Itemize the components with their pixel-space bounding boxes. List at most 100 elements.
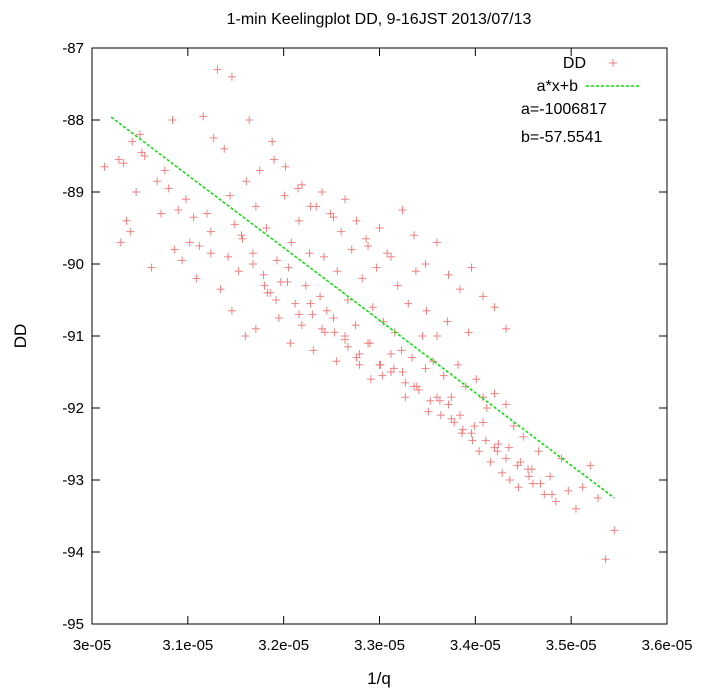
data-point [170,245,179,254]
data-point [295,310,303,319]
data-point [329,314,338,322]
data-point [383,249,392,258]
data-point [242,177,251,186]
data-point [128,137,137,146]
data-point [301,281,310,290]
data-point [237,231,246,240]
data-point [467,263,476,272]
data-point [319,252,328,261]
data-point [135,130,144,139]
data-point [397,346,406,355]
data-point [318,324,326,333]
data-point [482,404,491,412]
data-point [355,360,364,369]
y-tick-label: -95 [62,616,84,633]
annotation-b: b=-57.5541 [521,129,603,146]
x-tick-label: 3.2e-05 [258,637,309,654]
y-tick-label: -91 [62,328,84,345]
data-point [306,202,315,211]
data-point [479,393,487,402]
data-point [322,306,331,315]
x-tick-label: 3.5e-05 [546,637,597,654]
x-tick-label: 3.1e-05 [162,637,213,654]
data-point [119,159,128,168]
data-point [546,472,555,481]
data-point [341,195,349,204]
data-point [387,252,395,261]
data-point [447,414,456,423]
data-point [490,443,499,452]
data-point [309,346,318,355]
y-axis-label: DD [11,324,30,349]
data-point [418,332,427,340]
data-point [318,188,326,196]
data-point [534,447,543,456]
data-point [389,364,398,373]
data-point [358,274,367,283]
data-point [308,310,317,319]
data-point [330,328,339,337]
data-point [153,177,162,186]
data-point [494,440,503,448]
data-point [164,184,173,193]
y-tick-label: -94 [62,544,84,561]
x-tick-label: 3.6e-05 [642,637,693,654]
data-point [332,357,341,366]
data-point [352,216,361,225]
data-point [404,299,413,308]
data-point [126,227,135,236]
data-point [594,494,602,502]
data-point [203,209,211,218]
data-point [352,353,361,362]
data-point [601,555,610,564]
x-tick-label: 3e-05 [73,637,111,654]
y-axis: -95 -94 -93 -92 -91 -90 -89 -88 -87 [62,40,667,633]
data-point [100,162,109,171]
plot-points [100,65,619,564]
data-point [479,292,487,301]
data-point [140,152,149,160]
data-point [276,278,285,286]
data-point [426,396,435,405]
data-point [429,357,438,366]
data-point [509,422,518,430]
data-point [443,317,452,326]
data-point [433,332,441,340]
data-point [486,458,495,466]
data-point [433,393,441,402]
data-point [226,191,234,200]
data-point [295,216,303,225]
data-point [456,411,464,420]
data-point [467,429,476,438]
data-point [571,504,580,513]
data-point [364,242,372,250]
data-point [268,137,277,146]
data-point [578,483,587,492]
data-point [378,371,387,380]
data-point [206,227,215,236]
data-point [458,425,467,434]
legend-label-fit: a*x+b [537,78,578,95]
data-point [280,191,289,200]
data-point [230,220,239,229]
data-point [270,155,279,164]
data-point [283,278,292,286]
y-tick-label: -89 [62,184,84,201]
data-point [548,490,556,499]
data-point [505,476,514,484]
data-point [379,317,388,326]
data-point [249,249,257,258]
data-point [372,263,381,272]
data-point [514,483,523,492]
data-point [238,234,247,243]
data-point [375,360,384,369]
data-point [274,314,283,322]
data-point [490,389,499,398]
data-point [220,144,229,153]
data-point [444,270,453,279]
data-point [329,213,338,222]
data-point [209,134,218,142]
data-point [421,260,430,268]
data-point [272,256,281,265]
data-point [411,267,420,276]
